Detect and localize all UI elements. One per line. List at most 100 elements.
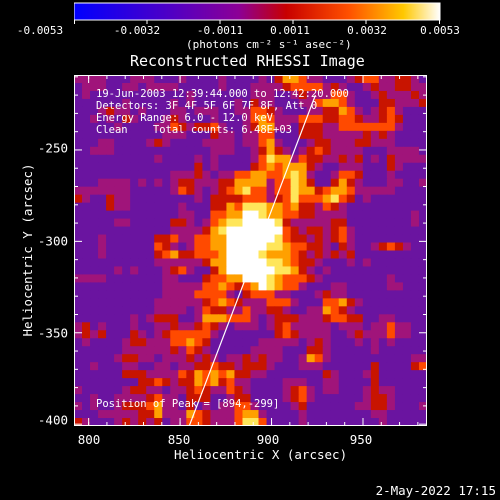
heatmap-cell (378, 90, 388, 100)
heatmap-cell (290, 330, 300, 339)
heatmap-cell (410, 122, 420, 132)
heatmap-cell (266, 410, 276, 419)
heatmap-cell (274, 162, 284, 172)
heatmap-cell (266, 234, 276, 244)
heatmap-cell (82, 354, 91, 363)
heatmap-cell (234, 394, 244, 403)
heatmap-cell (330, 210, 340, 220)
heatmap-cell (138, 386, 147, 395)
heatmap-cell (306, 314, 316, 323)
heatmap-cell (378, 242, 388, 252)
heatmap-cell (402, 82, 412, 92)
heatmap-cell (154, 75, 163, 84)
heatmap-cell (234, 322, 244, 331)
heatmap-cell (154, 234, 163, 244)
heatmap-cell (146, 362, 155, 371)
heatmap-cell (322, 234, 332, 244)
heatmap-cell (418, 90, 427, 100)
heatmap-cell (98, 402, 107, 411)
heatmap-cell (330, 306, 340, 315)
heatmap-cell (314, 130, 324, 140)
heatmap-cell (266, 338, 276, 347)
heatmap-cell (354, 362, 364, 371)
info-energy-range: Energy Range: 6.0 - 12.0 keV (96, 112, 274, 124)
heatmap-cell (362, 298, 372, 307)
heatmap-cell (82, 362, 91, 371)
heatmap-cell (74, 386, 83, 395)
heatmap-cell (354, 210, 364, 220)
heatmap-cell (338, 330, 348, 339)
heatmap-cell (98, 90, 107, 100)
heatmap-cell (394, 138, 404, 148)
heatmap-cell (338, 298, 348, 307)
heatmap-cell (330, 130, 340, 140)
heatmap-cell (394, 82, 404, 92)
heatmap-cell (154, 274, 163, 284)
heatmap-cell (418, 378, 427, 387)
heatmap-cell (354, 162, 364, 172)
heatmap-cell (266, 82, 276, 92)
heatmap-cell (82, 290, 91, 299)
heatmap-cell (74, 362, 83, 371)
heatmap-cell (402, 354, 412, 363)
heatmap-cell (418, 266, 427, 276)
heatmap-cell (410, 242, 420, 252)
heatmap-cell (162, 258, 171, 268)
heatmap-cell (178, 82, 187, 92)
heatmap-cell (354, 282, 364, 291)
heatmap-cell (346, 146, 356, 156)
heatmap-cell (106, 218, 115, 228)
heatmap-cell (394, 170, 404, 180)
heatmap-cell (146, 298, 155, 307)
heatmap-cell (402, 338, 412, 347)
heatmap-cell (338, 266, 348, 276)
heatmap-cell (162, 354, 171, 363)
heatmap-cell (154, 338, 163, 347)
heatmap-cell (154, 306, 163, 315)
heatmap-cell (82, 242, 91, 252)
heatmap-cell (98, 306, 107, 315)
heatmap-cell (242, 274, 252, 284)
heatmap-cell (194, 362, 203, 371)
heatmap-cell (378, 386, 388, 395)
heatmap-cell (266, 106, 276, 116)
heatmap-cell (154, 226, 163, 236)
heatmap-cell (290, 170, 300, 180)
heatmap-cell (258, 202, 268, 212)
heatmap-cell (266, 330, 276, 339)
heatmap-cell (362, 194, 372, 204)
heatmap-cell (290, 242, 300, 252)
heatmap-cell (186, 82, 195, 92)
heatmap-cell (370, 298, 380, 307)
heatmap-cell (418, 258, 427, 268)
heatmap-cell (178, 394, 187, 403)
heatmap-cell (234, 210, 244, 220)
heatmap-cell (370, 370, 380, 379)
heatmap-cell (186, 378, 195, 387)
heatmap-cell (418, 354, 427, 363)
heatmap-cell (418, 82, 427, 92)
heatmap-cell (378, 258, 388, 268)
heatmap-cell (194, 378, 203, 387)
heatmap-cell (170, 410, 179, 419)
heatmap-cell (122, 170, 131, 180)
heatmap-cell (146, 250, 155, 260)
heatmap-cell (274, 354, 284, 363)
heatmap-cell (386, 346, 396, 355)
heatmap-cell (298, 354, 308, 363)
heatmap-cell (130, 210, 139, 220)
heatmap-cell (226, 138, 236, 148)
heatmap-cell (386, 178, 396, 188)
heatmap-cell (122, 114, 131, 124)
heatmap-cell (290, 146, 300, 156)
heatmap-cell (82, 234, 91, 244)
heatmap-cell (106, 330, 115, 339)
heatmap-cell (130, 122, 139, 132)
heatmap-cell (250, 82, 260, 92)
heatmap-cell (282, 290, 292, 299)
heatmap-cell (82, 186, 91, 196)
heatmap-cell (266, 314, 276, 323)
heatmap-cell (130, 194, 139, 204)
heatmap-cell (154, 218, 163, 228)
heatmap-cell (402, 194, 412, 204)
